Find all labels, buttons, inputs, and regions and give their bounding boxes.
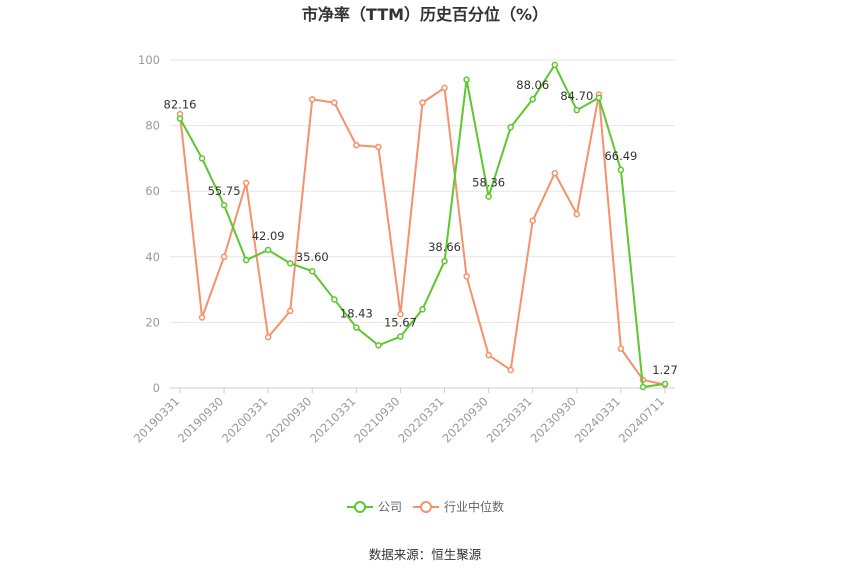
legend-company-marker [354,501,366,513]
y-axis: 0 20 40 60 80 100 [138,53,160,395]
y-tick-label: 40 [145,250,160,264]
data-point[interactable] [485,193,492,200]
data-point[interactable] [331,296,338,303]
data-point[interactable] [463,76,470,83]
data-point[interactable] [375,143,382,151]
data-point[interactable] [529,95,536,103]
data-point[interactable] [286,260,294,267]
data-label: 1.27 [652,363,678,377]
data-point[interactable] [220,253,228,261]
x-tick-label: 20230331 [484,394,535,445]
x-tick-label: 20210331 [307,394,358,445]
data-label: 42.09 [252,229,285,243]
x-tick-label: 20190930 [175,394,226,445]
data-point[interactable] [441,257,448,265]
data-label: 55.75 [208,184,241,198]
data-label: 66.49 [604,149,637,163]
data-label: 82.16 [164,98,197,112]
data-point[interactable] [397,310,404,318]
data-point[interactable] [242,256,250,264]
legend-company-label: 公司 [378,500,402,514]
y-tick-label: 60 [145,184,160,198]
data-point[interactable] [220,201,228,209]
data-point[interactable] [441,84,448,92]
data-point[interactable] [397,333,404,340]
data-label: 58.36 [472,176,505,190]
data-point[interactable] [198,155,206,162]
data-point[interactable] [485,351,492,359]
legend-item-industry-median[interactable]: 行业中位数 [413,499,504,514]
data-label: 35.60 [296,250,329,264]
data-point[interactable] [176,115,184,122]
y-tick-label: 0 [153,381,160,395]
data-point[interactable] [529,217,536,224]
data-point[interactable] [375,342,382,349]
data-point[interactable] [309,96,316,103]
data-label: 84.70 [560,89,593,103]
data-label: 88.06 [516,78,549,92]
series-layer [176,61,669,391]
y-tick-label: 80 [145,119,160,133]
data-point[interactable] [507,366,514,374]
data-point[interactable] [419,306,426,313]
x-axis: 2019033120190930202003312020093020210331… [131,388,667,446]
data-point[interactable] [264,246,272,254]
x-tick-label: 20210930 [351,394,402,445]
legend: 公司 行业中位数 [347,499,504,514]
x-tick-label: 20230930 [528,394,579,445]
x-tick-label: 20220331 [395,394,446,445]
chart-title: 市净率（TTM）历史百分位（%） [302,5,548,24]
data-point[interactable] [242,179,250,187]
x-tick-label: 20220930 [439,394,490,445]
data-point[interactable] [551,169,559,177]
data-point[interactable] [463,273,470,280]
data-labels: 82.16 55.75 42.09 35.60 18.43 15.67 38.66 58.36… [164,78,678,377]
data-point[interactable] [617,345,625,352]
y-tick-label: 20 [145,315,160,329]
data-point[interactable] [198,314,206,321]
data-point[interactable] [309,267,316,275]
data-point[interactable] [617,166,625,174]
data-point[interactable] [595,94,603,101]
data-point[interactable] [264,333,272,341]
x-tick-label: 20240711 [616,394,667,445]
x-tick-label: 20240331 [572,394,623,445]
data-point[interactable] [507,123,514,131]
x-tick-label: 20200930 [263,394,314,445]
data-source: 数据来源：恒生聚源 [369,547,482,562]
legend-industry-marker [420,501,432,513]
data-point[interactable] [639,383,647,391]
data-point[interactable] [573,106,581,114]
data-point[interactable] [551,61,559,69]
data-point[interactable] [419,99,426,106]
data-point[interactable] [353,324,360,331]
data-point[interactable] [573,210,581,218]
data-point[interactable] [286,307,294,315]
data-label: 38.66 [428,240,461,254]
y-tick-label: 100 [138,53,160,67]
legend-industry-label: 行业中位数 [444,499,504,514]
data-point[interactable] [353,142,360,149]
data-label: 18.43 [340,307,373,321]
x-tick-label: 20200331 [219,394,270,445]
data-point[interactable] [331,99,338,106]
data-point[interactable] [661,380,669,388]
x-tick-label: 20190331 [131,394,182,445]
legend-item-company[interactable]: 公司 [347,500,402,514]
data-label: 15.67 [384,316,417,330]
